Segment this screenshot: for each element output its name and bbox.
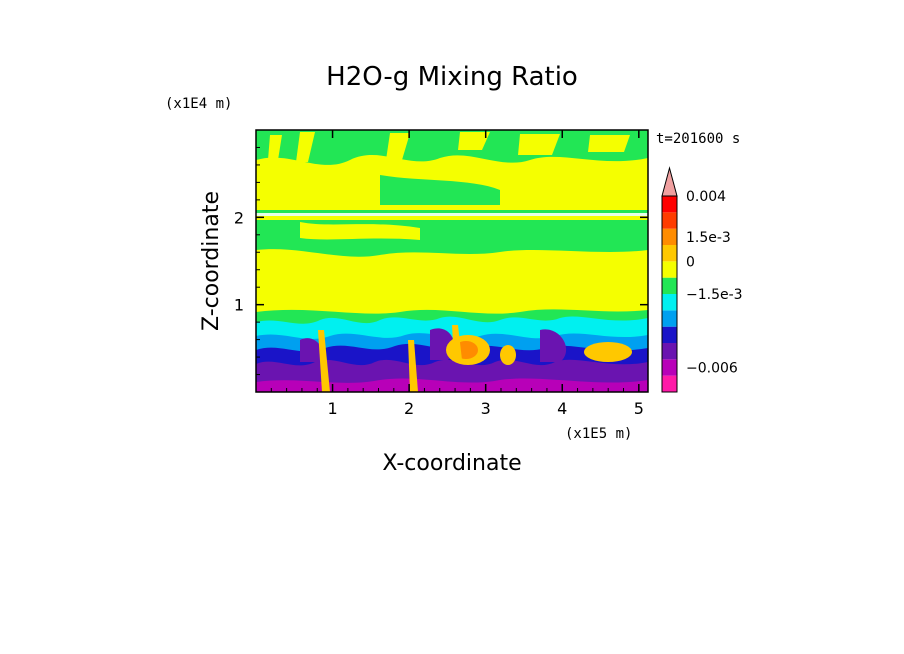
colorbar-label: −0.006 xyxy=(686,361,738,377)
colorbar-label: 0 xyxy=(686,254,695,270)
y-tick-label: 1 xyxy=(234,296,244,315)
time-label: t=201600 s xyxy=(656,131,740,147)
colorbar-swatch xyxy=(662,228,677,245)
x-axis-label: X-coordinate xyxy=(382,451,521,476)
x-tick-label: 5 xyxy=(634,399,644,418)
colorbar-swatch xyxy=(662,326,677,343)
colorbar: 0.004 1.5e-3 0 −1.5e-3 −0.006 xyxy=(661,166,743,393)
warm-spot-2 xyxy=(500,345,516,365)
upper-streak-1 xyxy=(268,135,282,160)
y-axis: 12 xyxy=(234,146,648,376)
colorbar-swatch xyxy=(662,294,677,311)
z2-band-white xyxy=(256,213,648,216)
mid-yellow-band xyxy=(256,249,648,314)
x-tick-label: 1 xyxy=(327,399,337,418)
contour-field xyxy=(256,130,648,392)
purple-wave-1 xyxy=(300,338,324,362)
y-tick-label: 2 xyxy=(234,208,244,227)
colorbar-frame xyxy=(661,195,678,393)
upper-mid-yellow-patch xyxy=(300,222,420,240)
upper-streak-5 xyxy=(518,134,560,155)
upper-streak-4 xyxy=(458,132,490,150)
warm-filament-3 xyxy=(452,325,462,360)
colorbar-swatch xyxy=(662,343,677,360)
colorbar-swatch xyxy=(662,359,677,376)
x-tick-label: 3 xyxy=(481,399,491,418)
upper-green-island xyxy=(380,175,500,205)
warm-spot-3 xyxy=(584,342,632,362)
purple-wave-3 xyxy=(540,329,567,362)
x-scale-label: (x1E5 m) xyxy=(565,426,632,442)
colorbar-swatch xyxy=(662,196,677,213)
plot-frame xyxy=(255,129,649,393)
upper-streak-3 xyxy=(386,133,410,160)
bottom-deep-purple xyxy=(256,378,648,392)
colorbar-label: 1.5e-3 xyxy=(686,230,731,246)
colorbar-label: −1.5e-3 xyxy=(686,287,743,303)
x-axis: 1 2 3 4 5 xyxy=(270,130,644,418)
colorbar-swatch xyxy=(662,261,677,278)
colorbar-swatch xyxy=(662,277,677,294)
colorbar-label: 0.004 xyxy=(686,189,726,205)
upper-streak-2 xyxy=(296,132,315,162)
z2-band-yellow xyxy=(256,216,648,220)
x-tick-label: 4 xyxy=(557,399,567,418)
colorbar-swatch xyxy=(662,375,677,392)
chart-title: H2O-g Mixing Ratio xyxy=(326,62,578,92)
colorbar-cap xyxy=(661,166,678,197)
x-tick-label: 2 xyxy=(404,399,414,418)
y-axis-label: Z-coordinate xyxy=(199,191,224,331)
upper-streak-6 xyxy=(588,135,630,152)
colorbar-swatch xyxy=(662,245,677,262)
y-scale-label: (x1E4 m) xyxy=(165,96,232,112)
warm-filament-1 xyxy=(318,330,330,392)
colorbar-swatch xyxy=(662,310,677,327)
colorbar-swatch xyxy=(662,212,677,229)
warm-filament-2 xyxy=(408,340,418,392)
